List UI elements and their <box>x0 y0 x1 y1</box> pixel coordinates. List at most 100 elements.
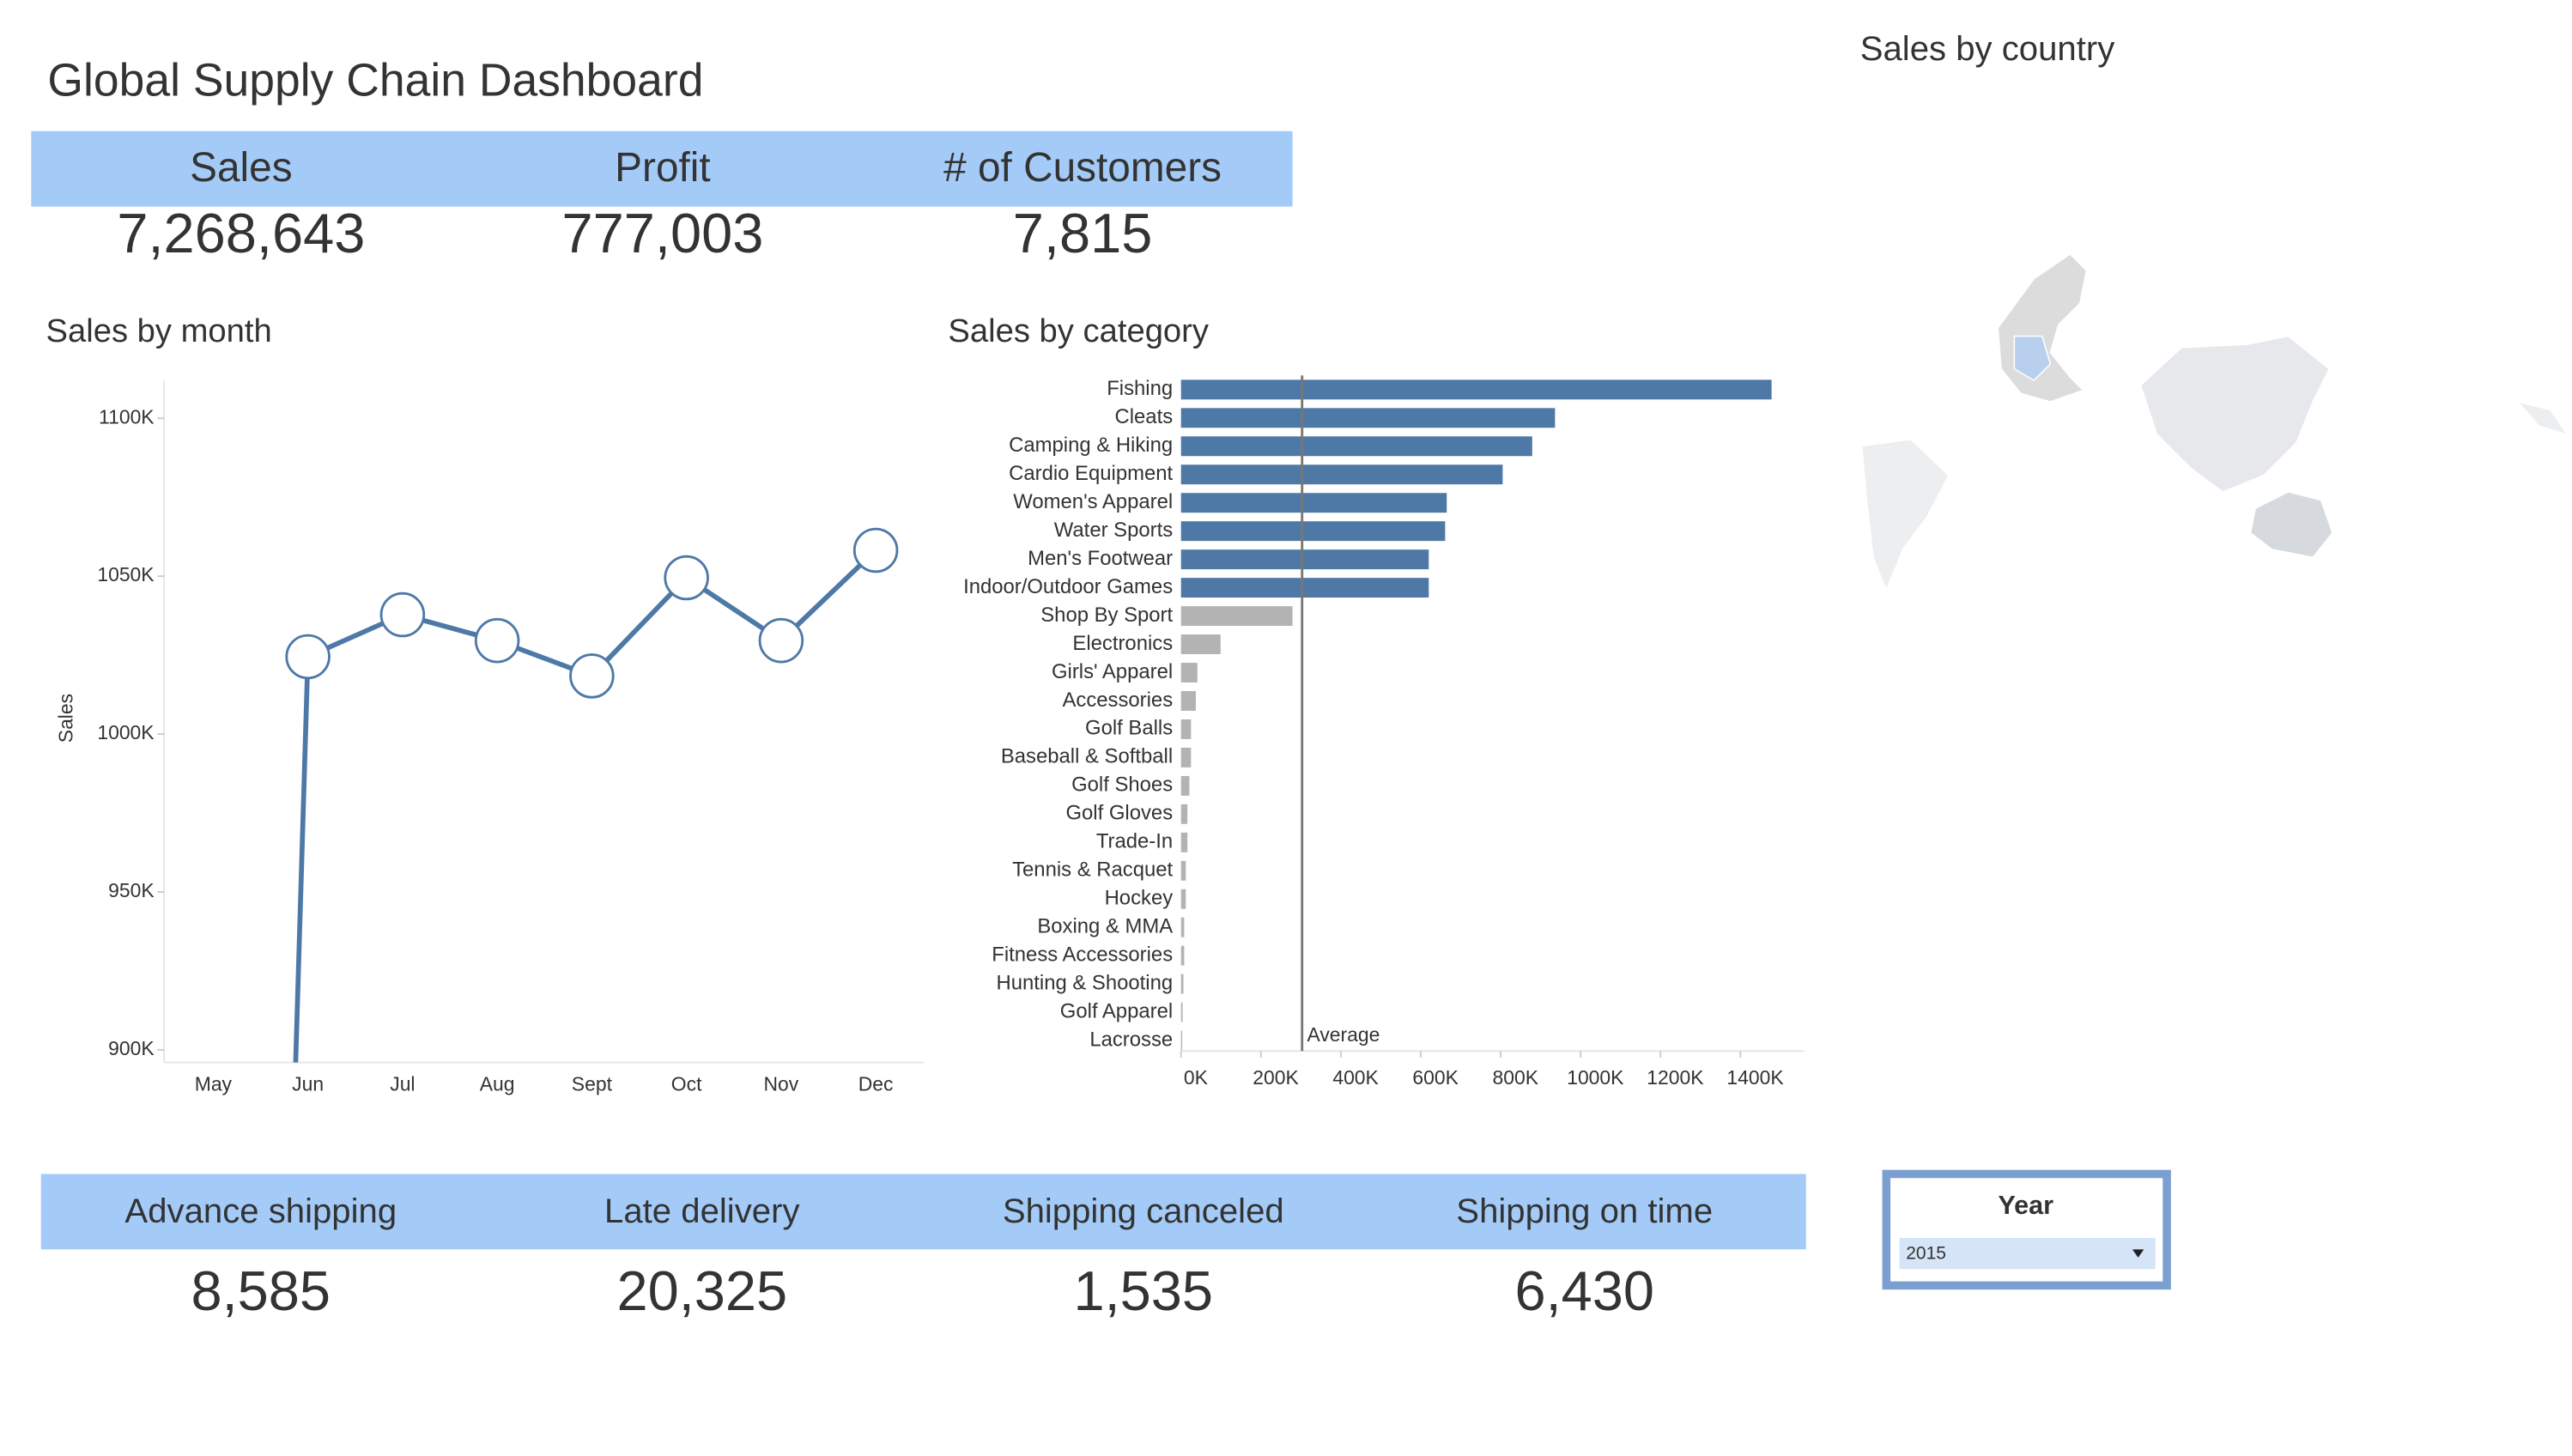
bar <box>1180 775 1190 796</box>
kpi-value: 7,268,643 <box>117 202 365 264</box>
map-highlight <box>2013 335 2052 382</box>
bar <box>1180 521 1446 542</box>
x-tick-label: 1200K <box>1647 1066 1704 1089</box>
bar <box>1180 804 1188 824</box>
reference-label: Average <box>1307 1023 1380 1046</box>
x-tick-label: Nov <box>764 1072 799 1095</box>
shipping-value: 20,325 <box>616 1259 787 1322</box>
bar <box>1180 832 1188 852</box>
x-tick-label: 800K <box>1492 1066 1538 1089</box>
shipping-value: 6,430 <box>1514 1259 1654 1322</box>
kpi-value: 777,003 <box>562 202 764 264</box>
bar <box>1180 719 1192 739</box>
category-label: Golf Balls <box>1085 717 1173 740</box>
bar <box>1180 549 1429 570</box>
bar <box>1180 1030 1183 1051</box>
x-tick-label: Jul <box>390 1072 415 1095</box>
category-label: Boxing & MMA <box>1037 915 1173 938</box>
category-label: Hunting & Shooting <box>997 971 1174 994</box>
chart-title: Sales by category <box>948 312 1210 349</box>
bar <box>1180 974 1184 994</box>
map-islands <box>2515 400 2569 436</box>
category-label: Girls' Apparel <box>1052 660 1173 683</box>
y-tick-label: 950K <box>108 879 155 901</box>
point <box>285 634 331 680</box>
x-tick-label: Dec <box>858 1072 894 1095</box>
x-tick-label: May <box>195 1072 233 1095</box>
kpi-value: 7,815 <box>1013 202 1153 264</box>
shipping-label: Shipping on time <box>1456 1192 1713 1230</box>
dropdown-arrow <box>2132 1249 2144 1258</box>
shipping-header <box>40 1174 1806 1250</box>
shipping-value: 1,535 <box>1073 1259 1213 1322</box>
bar <box>1180 889 1186 909</box>
point <box>664 555 709 601</box>
point <box>569 653 615 699</box>
bar <box>1180 578 1429 598</box>
category-label: Accessories <box>1063 689 1174 712</box>
x-tick-label: Sept <box>572 1072 613 1095</box>
category-label: Shop By Sport <box>1040 604 1173 627</box>
bar <box>1180 436 1532 457</box>
y-tick-label: 1050K <box>97 563 155 585</box>
shipping-label: Shipping canceled <box>1003 1192 1284 1230</box>
category-label: Hockey <box>1105 887 1174 910</box>
x-tick-label: 1000K <box>1567 1066 1624 1089</box>
kpi-header <box>31 130 1293 207</box>
category-label: Trade-In <box>1096 830 1173 853</box>
x-tick-label: Jun <box>292 1072 324 1095</box>
category-label: Lacrosse <box>1089 1028 1173 1051</box>
category-label: Golf Gloves <box>1065 802 1173 825</box>
x-tick-label: 1400K <box>1726 1066 1784 1089</box>
category-label: Fishing <box>1107 377 1173 400</box>
point <box>474 617 520 664</box>
bar <box>1180 860 1186 881</box>
category-label: Golf Shoes <box>1071 774 1173 797</box>
category-label: Golf Apparel <box>1060 999 1173 1022</box>
map-australia <box>2249 491 2333 559</box>
bar <box>1180 691 1196 711</box>
bar <box>1180 917 1185 937</box>
point <box>758 617 804 664</box>
filter-title: Year <box>1998 1191 2053 1220</box>
category-label: Men's Footwear <box>1028 547 1173 570</box>
bar <box>1180 379 1772 400</box>
kpi-label: # of Customers <box>943 145 1222 191</box>
bar <box>1180 747 1192 767</box>
map-south-america <box>1860 439 1950 592</box>
category-label: Baseball & Softball <box>1001 745 1173 768</box>
y-axis-label: Sales <box>54 694 76 743</box>
point <box>852 527 899 573</box>
bar <box>1180 634 1221 654</box>
category-label: Indoor/Outdoor Games <box>963 575 1173 598</box>
chart-title: Sales by month <box>45 312 271 349</box>
category-label: Tennis & Racquet <box>1012 858 1173 882</box>
category-label: Cardio Equipment <box>1009 462 1173 485</box>
map-asia <box>2139 335 2331 493</box>
category-label: Cleats <box>1115 405 1174 428</box>
shipping-label: Advance shipping <box>124 1192 397 1230</box>
dashboard-title: Global Supply Chain Dashboard <box>47 56 703 106</box>
bar <box>1180 1002 1183 1022</box>
kpi-label: Sales <box>190 145 292 191</box>
x-tick-label: 400K <box>1332 1066 1379 1089</box>
map-europe <box>1997 253 2088 403</box>
point <box>379 592 426 638</box>
bar <box>1180 464 1503 485</box>
bar <box>1180 606 1293 627</box>
shipping-label: Late delivery <box>604 1192 799 1230</box>
x-tick-label: 0K <box>1184 1066 1209 1089</box>
category-label: Women's Apparel <box>1013 490 1173 513</box>
year-value: 2015 <box>1906 1244 1946 1264</box>
x-tick-label: 200K <box>1253 1066 1299 1089</box>
x-tick-label: Oct <box>671 1072 702 1095</box>
x-tick-label: 600K <box>1412 1066 1459 1089</box>
category-label: Fitness Accessories <box>992 943 1173 966</box>
category-label: Camping & Hiking <box>1009 434 1173 457</box>
year-dropdown[interactable] <box>1899 1237 2156 1270</box>
category-label: Electronics <box>1072 632 1173 655</box>
map <box>1860 253 2569 592</box>
bar <box>1180 945 1185 966</box>
bar <box>1180 493 1447 513</box>
